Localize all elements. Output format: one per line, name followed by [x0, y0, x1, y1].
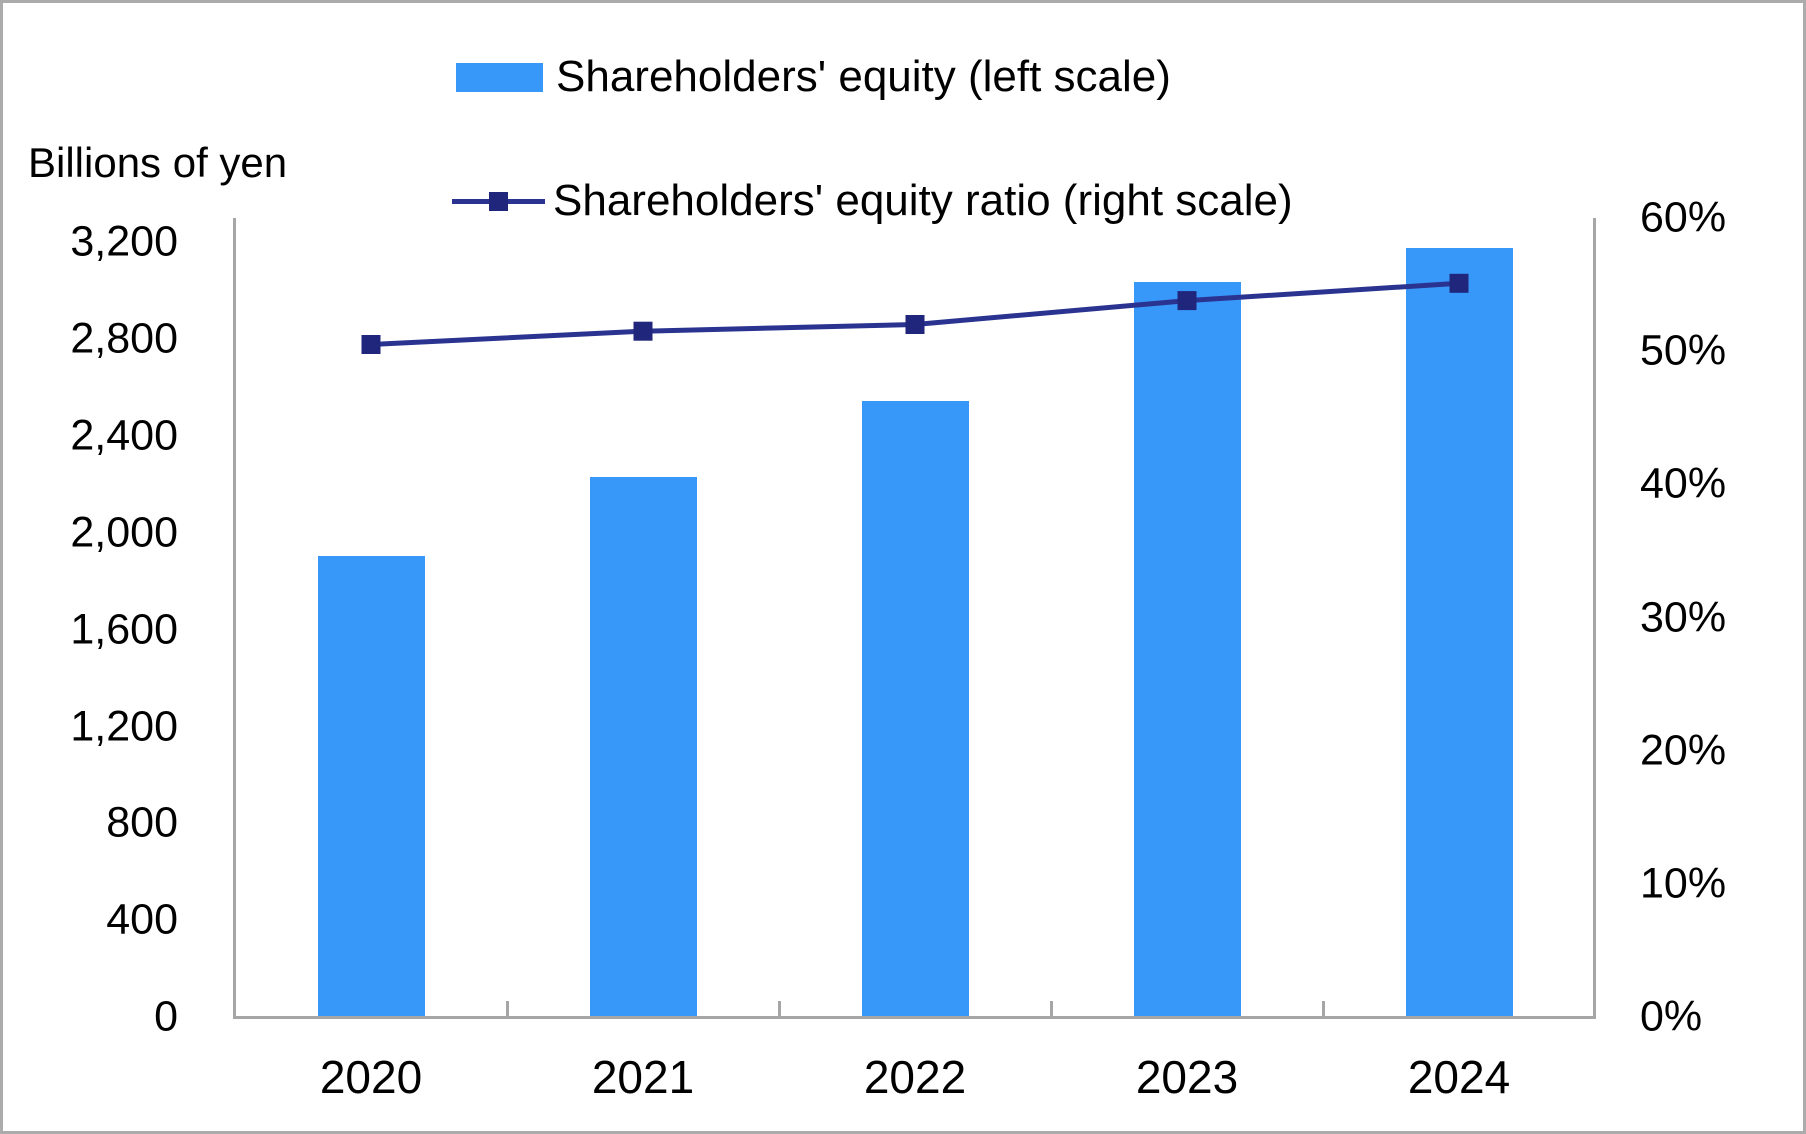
- left-axis-tick-label: 2,400: [70, 411, 178, 460]
- left-axis-tick-label: 2,000: [70, 508, 178, 557]
- equity-ratio-marker: [633, 321, 653, 341]
- right-axis-tick-label: 50%: [1640, 326, 1727, 375]
- left-axis-tick-label: 400: [106, 895, 178, 944]
- left-axis-tick-label: 2,800: [70, 314, 178, 363]
- left-axis-unit-label: Billions of yen: [28, 139, 288, 186]
- x-axis-category-label: 2024: [1407, 1051, 1511, 1103]
- right-axis-tick-label: 40%: [1640, 459, 1727, 508]
- legend-label-shareholders-equity: Shareholders' equity (left scale): [556, 52, 1171, 101]
- x-axis-tick: [1049, 1001, 1053, 1016]
- x-axis-tick: [1321, 1001, 1325, 1016]
- left-axis-tick-label: 1,200: [70, 702, 178, 750]
- equity-ratio-line: [370, 280, 1460, 347]
- right-axis-tick-label: 60%: [1640, 193, 1727, 242]
- x-axis-category-label: 2023: [1135, 1051, 1239, 1103]
- bar-2022: [861, 400, 969, 1016]
- right-axis-tick-label: 30%: [1640, 593, 1727, 641]
- bar-2023: [1133, 282, 1241, 1016]
- left-axis-tick-label: 3,200: [70, 217, 178, 266]
- plot-area: 0 400 800 1,200 1,600 2,000 2,400 2,800 3,200 0% 1…: [3, 3, 1803, 1131]
- right-axis-tick-label: 10%: [1640, 859, 1727, 908]
- left-axis-tick-label: 800: [106, 798, 178, 847]
- right-axis-tick-label: 0%: [1640, 992, 1703, 1041]
- bar-2024: [1405, 248, 1513, 1016]
- x-axis-line: [233, 1016, 1596, 1019]
- bar-2021: [589, 477, 697, 1016]
- x-axis-tick: [505, 1001, 509, 1016]
- left-axis-tick-label: 0: [154, 992, 178, 1041]
- line-swatch-marker: [489, 191, 508, 211]
- x-axis-category-label: 2022: [863, 1051, 967, 1103]
- legend-label-equity-ratio: Shareholders' equity ratio (right scale): [553, 176, 1293, 225]
- bar-series-swatch-icon: [456, 62, 543, 92]
- right-axis-line: [1593, 218, 1596, 1019]
- left-axis-tick-label: 1,600: [70, 605, 178, 654]
- x-axis-category-label: 2021: [591, 1051, 695, 1103]
- legend-item-equity-ratio: Shareholders' equity ratio (right scale): [452, 171, 1293, 231]
- left-axis-line: [233, 218, 236, 1019]
- equity-ratio-marker: [905, 315, 925, 334]
- right-axis-tick-label: 20%: [1640, 726, 1727, 775]
- line-series-swatch-icon: [452, 191, 545, 211]
- x-axis-category-label: 2020: [319, 1051, 423, 1103]
- x-axis-tick: [777, 1001, 781, 1016]
- bar-2020: [317, 555, 425, 1016]
- legend-item-shareholders-equity: Shareholders' equity (left scale): [456, 47, 1171, 107]
- equity-ratio-marker: [361, 335, 381, 354]
